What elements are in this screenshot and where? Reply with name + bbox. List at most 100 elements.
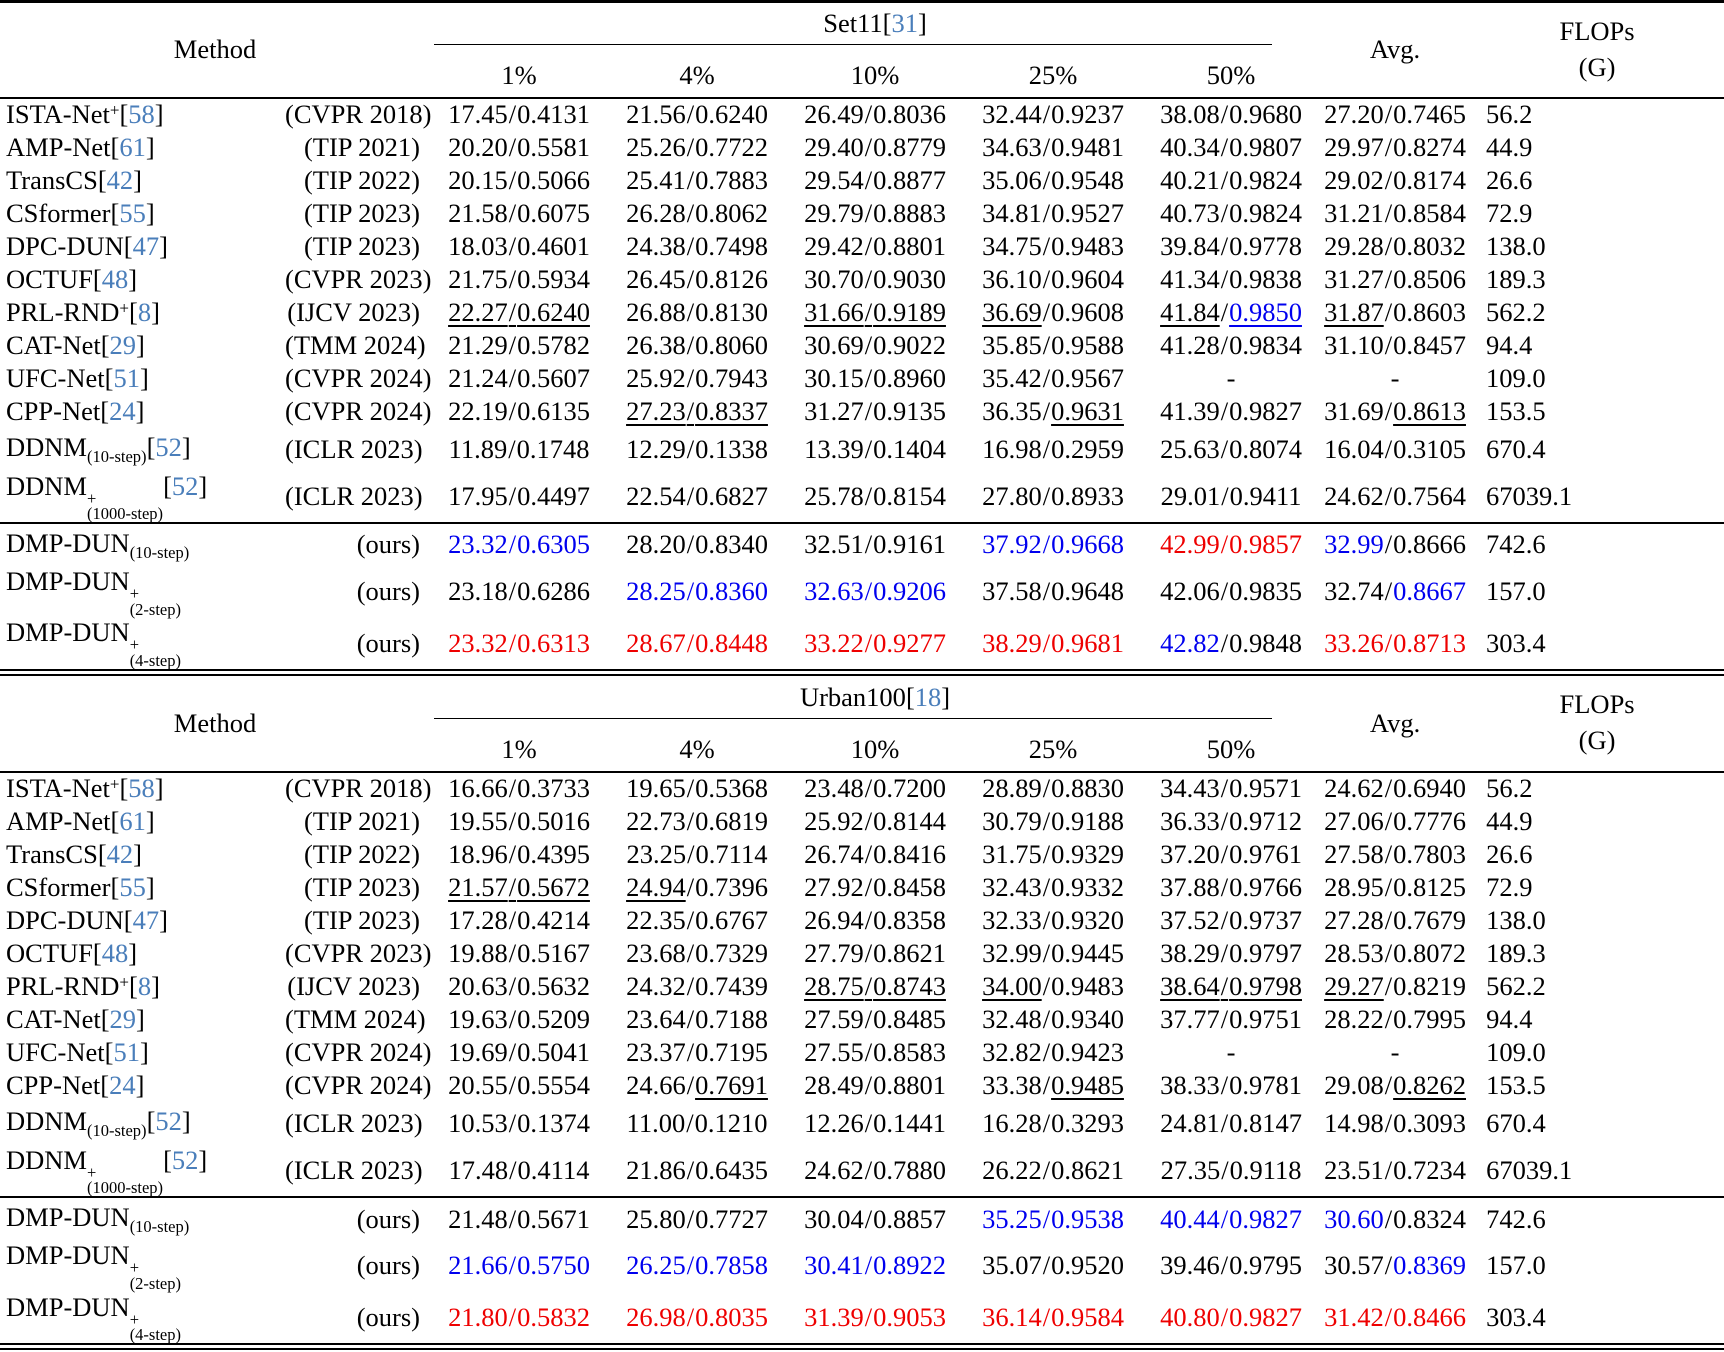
table-row-dmp-dun-2-step: DMP-DUN+(2-step)(ours)23.18/0.628628.25/… (0, 566, 1724, 617)
method-name: AMP-Net (6, 132, 111, 162)
metric-cell: 27.79/0.8621 (786, 937, 964, 970)
method-cell: TransCS[42] (0, 838, 285, 871)
metric-cell: 16.98/0.2959 (964, 428, 1142, 471)
metric-cell: 42.82/0.9848 (1142, 617, 1320, 672)
metric-cell: 38.08/0.9680 (1142, 98, 1320, 131)
metric-cell: 29.40/0.8779 (786, 131, 964, 164)
metric-cell: 25.41/0.7883 (608, 164, 786, 197)
method-name: CAT-Net (6, 1004, 101, 1034)
table-row-ista-net: ISTA-Net+[58](CVPR 2018)17.45/0.413121.5… (0, 98, 1724, 131)
dataset-name: Set11 (823, 8, 882, 38)
citation: [55] (111, 198, 155, 228)
metric-cell: 27.23/0.8337 (608, 395, 786, 428)
method-name: DPC-DUN (6, 905, 124, 935)
metric-cell: 24.62/0.7880 (786, 1145, 964, 1197)
flops-cell: 303.4 (1470, 1292, 1724, 1347)
metric-cell: 27.55/0.8583 (786, 1036, 964, 1069)
method-name: UFC-Net (6, 1037, 105, 1067)
metric-cell: 38.29/0.9681 (964, 617, 1142, 672)
metric-cell: 32.99/0.9445 (964, 937, 1142, 970)
metric-cell: 38.29/0.9797 (1142, 937, 1320, 970)
citation: [8] (129, 297, 160, 327)
method-cell: CSformer[55] (0, 871, 285, 904)
venue-cell: (ours) (285, 1292, 430, 1347)
rate-header-1: 1% (430, 728, 608, 772)
flops-cell: 742.6 (1470, 523, 1724, 566)
flops-cell: 26.6 (1470, 838, 1724, 871)
metric-cell: 28.67/0.8448 (608, 617, 786, 672)
method-cell: DDNM(10-step)[52] (0, 428, 285, 471)
method-cell: AMP-Net[61] (0, 805, 285, 838)
method-sup: + (119, 972, 129, 991)
flops-cell: 44.9 (1470, 131, 1724, 164)
method-cell: UFC-Net[51] (0, 362, 285, 395)
citation: [24] (100, 1070, 144, 1100)
method-cell: DMP-DUN+(2-step) (0, 1240, 285, 1291)
metric-cell: - (1142, 1036, 1320, 1069)
venue-cell: (TIP 2023) (285, 904, 430, 937)
metric-cell: 34.81/0.9527 (964, 197, 1142, 230)
metric-cell: 27.92/0.8458 (786, 871, 964, 904)
metric-cell: 36.69/0.9608 (964, 296, 1142, 329)
metric-cell: 30.41/0.8922 (786, 1240, 964, 1291)
metric-cell: 21.56/0.6240 (608, 98, 786, 131)
method-cell: DMP-DUN+(4-step) (0, 617, 285, 672)
dataset-citation: 31 (891, 8, 918, 38)
rate-header-1: 1% (430, 54, 608, 98)
metric-cell: 29.54/0.8877 (786, 164, 964, 197)
method-name: DDNM (6, 1145, 87, 1175)
method-name: CSformer (6, 198, 111, 228)
metric-cell: 21.58/0.6075 (430, 197, 608, 230)
avg-cell: 27.58/0.7803 (1320, 838, 1470, 871)
metric-cell: 26.45/0.8126 (608, 263, 786, 296)
metric-cell: 41.34/0.9838 (1142, 263, 1320, 296)
citation: [61] (111, 806, 155, 836)
table-row-dpc-dun: DPC-DUN[47](TIP 2023)18.03/0.460124.38/0… (0, 230, 1724, 263)
metric-cell: 34.63/0.9481 (964, 131, 1142, 164)
metric-cell: 25.92/0.7943 (608, 362, 786, 395)
citation: [29] (101, 1004, 145, 1034)
baseline-rows: ISTA-Net+[58](CVPR 2018)17.45/0.413121.5… (0, 98, 1724, 523)
metric-cell: 28.25/0.8360 (608, 566, 786, 617)
venue-cell: (ICLR 2023) (285, 471, 430, 523)
venue-cell: (CVPR 2024) (285, 1069, 430, 1102)
venue-cell: (ours) (285, 1240, 430, 1291)
metric-cell: 41.84/0.9850 (1142, 296, 1320, 329)
method-header: Method (0, 2, 430, 98)
method-name: DMP-DUN (6, 1202, 130, 1232)
flops-label: FLOPs (1470, 14, 1724, 50)
metric-cell: 24.32/0.7439 (608, 970, 786, 1003)
metric-cell: 24.38/0.7498 (608, 230, 786, 263)
table-row-csformer: CSformer[55](TIP 2023)21.58/0.607526.28/… (0, 197, 1724, 230)
avg-cell: 14.98/0.3093 (1320, 1102, 1470, 1145)
metric-cell: 36.14/0.9584 (964, 1292, 1142, 1347)
metric-cell: 38.64/0.9798 (1142, 970, 1320, 1003)
metric-cell: 27.80/0.8933 (964, 471, 1142, 523)
flops-cell: 742.6 (1470, 1197, 1724, 1240)
table-row-prl-rnd: PRL-RND+[8](IJCV 2023)20.63/0.563224.32/… (0, 970, 1724, 1003)
avg-cell: 30.57/0.8369 (1320, 1240, 1470, 1291)
metric-cell: 28.75/0.8743 (786, 970, 964, 1003)
method-cell: OCTUF[48] (0, 263, 285, 296)
citation: [52] (147, 432, 191, 462)
metric-cell: 26.49/0.8036 (786, 98, 964, 131)
citation: [47] (124, 905, 168, 935)
metric-cell: 21.75/0.5934 (430, 263, 608, 296)
metric-cell: 19.65/0.5368 (608, 772, 786, 805)
method-cell: PRL-RND+[8] (0, 296, 285, 329)
method-cell: DPC-DUN[47] (0, 230, 285, 263)
metric-cell: 19.63/0.5209 (430, 1003, 608, 1036)
table-row-octuf: OCTUF[48](CVPR 2023)19.88/0.516723.68/0.… (0, 937, 1724, 970)
table-row-octuf: OCTUF[48](CVPR 2023)21.75/0.593426.45/0.… (0, 263, 1724, 296)
method-cell: DDNM+(1000-step)[52] (0, 1145, 285, 1197)
metric-cell: 38.33/0.9781 (1142, 1069, 1320, 1102)
venue-cell: (ours) (285, 566, 430, 617)
method-name: DMP-DUN (6, 1240, 130, 1270)
table-row-amp-net: AMP-Net[61](TIP 2021)19.55/0.501622.73/0… (0, 805, 1724, 838)
metric-cell: 24.81/0.8147 (1142, 1102, 1320, 1145)
table-row-csformer: CSformer[55](TIP 2023)21.57/0.567224.94/… (0, 871, 1724, 904)
citation: [8] (129, 971, 160, 1001)
citation: [52] (163, 1145, 207, 1175)
citation: [55] (111, 872, 155, 902)
rate-header-25: 25% (964, 54, 1142, 98)
